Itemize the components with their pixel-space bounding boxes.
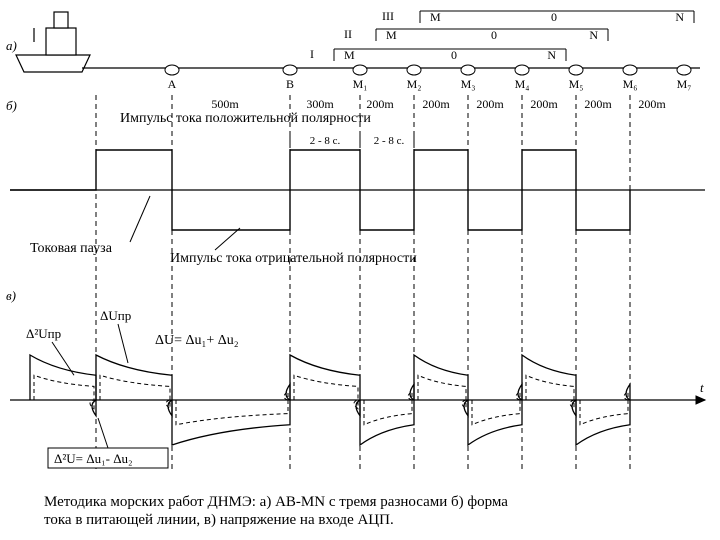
svg-text:Импульс тока положительной по: Импульс тока положительной полярности [120, 111, 371, 126]
svg-text:тока в питающей линии, в) напр: тока в питающей линии, в) напряжение на … [44, 512, 394, 528]
svg-text:A: A [168, 77, 177, 91]
svg-text:III: III [382, 9, 394, 23]
svg-text:500m: 500m [211, 97, 239, 111]
svg-text:а): а) [6, 38, 17, 53]
svg-text:II: II [344, 27, 352, 41]
svg-text:2 - 8 с.: 2 - 8 с. [310, 135, 341, 147]
svg-text:0: 0 [451, 48, 457, 62]
svg-text:B: B [286, 77, 294, 91]
svg-text:Δ²U= Δu₁- Δu₂: Δ²U= Δu₁- Δu₂ [54, 451, 133, 466]
svg-text:M: M [430, 10, 441, 24]
svg-text:t: t [700, 380, 704, 395]
svg-text:N: N [589, 28, 598, 42]
svg-text:Δ²Uпр: Δ²Uпр [26, 326, 61, 341]
svg-text:M: M [386, 28, 397, 42]
svg-text:200m: 200m [584, 97, 612, 111]
svg-text:0: 0 [551, 10, 557, 24]
svg-text:в): в) [6, 288, 16, 303]
svg-text:M₃: M₃ [461, 77, 476, 91]
svg-text:M₆: M₆ [623, 77, 638, 91]
svg-text:Токовая пауза: Токовая пауза [30, 241, 113, 256]
svg-text:M: M [344, 48, 355, 62]
svg-text:200m: 200m [422, 97, 450, 111]
svg-text:N: N [675, 10, 684, 24]
svg-text:200m: 200m [530, 97, 558, 111]
svg-text:200m: 200m [638, 97, 666, 111]
svg-text:M₂: M₂ [407, 77, 422, 91]
svg-text:M₅: M₅ [569, 77, 584, 91]
svg-text:300m: 300m [306, 97, 334, 111]
svg-text:ΔUпр: ΔUпр [100, 308, 131, 323]
svg-text:Импульс тока отрицательной по: Импульс тока отрицательной полярности [170, 251, 417, 266]
svg-text:0: 0 [491, 28, 497, 42]
svg-text:Методика морских работ ДНМЭ: а: Методика морских работ ДНМЭ: а) AB-MN с … [44, 494, 508, 510]
svg-text:M₄: M₄ [515, 77, 530, 91]
svg-text:N: N [547, 48, 556, 62]
svg-text:200m: 200m [476, 97, 504, 111]
svg-text:I: I [310, 47, 314, 61]
svg-text:M₁: M₁ [353, 77, 368, 91]
svg-text:M₇: M₇ [677, 77, 692, 91]
svg-text:2 - 8 с.: 2 - 8 с. [374, 135, 405, 147]
svg-text:б): б) [6, 98, 17, 113]
svg-text:200m: 200m [366, 97, 394, 111]
svg-text:ΔU= Δu₁+ Δu₂: ΔU= Δu₁+ Δu₂ [155, 333, 239, 348]
